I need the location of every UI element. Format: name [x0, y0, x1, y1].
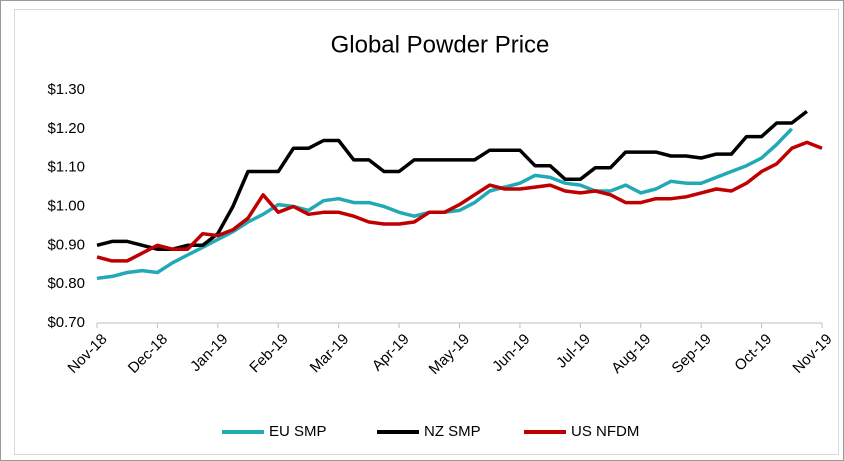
legend-label: US NFDM — [571, 423, 639, 440]
series-line — [96, 140, 823, 263]
y-tick-label: $1.30 — [47, 81, 85, 98]
chart-area — [14, 9, 839, 455]
y-tick-label: $1.00 — [47, 197, 85, 214]
chart-title: Global Powder Price — [331, 31, 550, 58]
y-tick-label: $1.20 — [47, 120, 85, 137]
y-tick-label: $0.70 — [47, 314, 85, 331]
legend-label: EU SMP — [269, 423, 327, 440]
y-tick-label: $1.10 — [47, 159, 85, 176]
y-tick-label: $0.80 — [47, 275, 85, 292]
legend-label: NZ SMP — [424, 423, 481, 440]
y-tick-label: $0.90 — [47, 236, 85, 253]
